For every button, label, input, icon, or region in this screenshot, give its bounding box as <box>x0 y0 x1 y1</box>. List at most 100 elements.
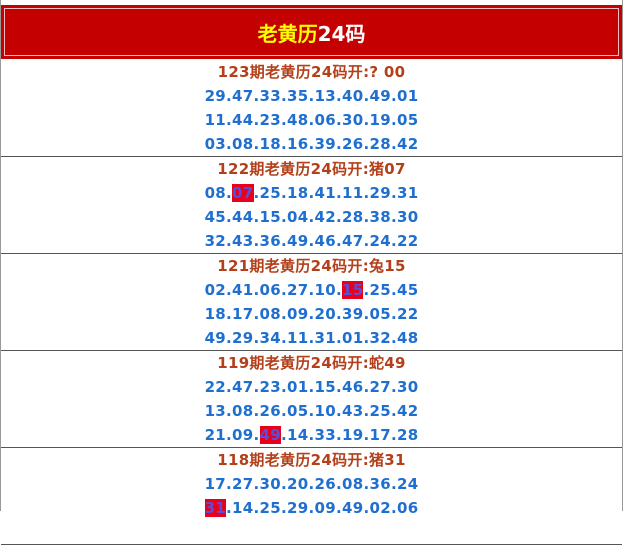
number: 25 <box>369 402 391 420</box>
number: 49 <box>287 232 309 250</box>
number: 18 <box>259 135 282 153</box>
number: 26 <box>341 135 364 153</box>
number-line: 45.44.15.04.42.28.38.30 <box>204 208 419 226</box>
number: 49 <box>369 87 391 105</box>
number: 01 <box>287 378 309 396</box>
title-number: 24码 <box>317 21 366 46</box>
prediction-section: 123期老黄历24码开:? 00 29.47.33.35.13.40.49.01 1… <box>1 60 622 157</box>
number: 41 <box>314 184 336 202</box>
number: 11 <box>341 184 364 202</box>
number: 05 <box>396 111 419 129</box>
number: 33 <box>314 426 336 444</box>
number: 29 <box>287 499 309 517</box>
number: 18 <box>287 184 309 202</box>
number: 32 <box>369 329 391 347</box>
number: 28 <box>341 208 364 226</box>
number: 42 <box>314 208 336 226</box>
number-line: 31.14.25.29.09.49.02.06 <box>204 499 419 517</box>
number: 26 <box>259 402 282 420</box>
number: 45 <box>396 281 419 299</box>
number: 10 <box>314 402 336 420</box>
number: 32 <box>204 232 227 250</box>
number: 06 <box>396 499 419 517</box>
number-line: 11.44.23.48.06.30.19.05 <box>204 111 419 129</box>
number-line: 17.27.30.20.26.08.36.24 <box>204 475 419 493</box>
number: 25 <box>259 184 282 202</box>
number: 24 <box>396 475 419 493</box>
page-title: 老黄历24码 <box>258 18 366 47</box>
number: 41 <box>232 281 254 299</box>
number-line: 29.47.33.35.13.40.49.01 <box>204 87 419 105</box>
prediction-list: 123期老黄历24码开:? 00 29.47.33.35.13.40.49.01 1… <box>1 60 622 545</box>
number-line: 02.41.06.27.10.15.25.45 <box>204 281 419 299</box>
number: 28 <box>396 426 419 444</box>
issue-title: 122期老黄历24码开:猪07 <box>217 160 406 178</box>
number: 30 <box>396 378 419 396</box>
number: 28 <box>369 135 391 153</box>
number: 08 <box>259 305 282 323</box>
number: 01 <box>396 87 419 105</box>
number: 26 <box>314 475 336 493</box>
number-line: 03.08.18.16.39.26.28.42 <box>204 135 419 153</box>
number: 31 <box>314 329 336 347</box>
number: 11 <box>204 111 227 129</box>
hit-number: 15 <box>341 281 364 299</box>
number: 30 <box>396 208 419 226</box>
number: 23 <box>259 111 282 129</box>
number-line: 32.43.36.49.46.47.24.22 <box>204 232 419 250</box>
hit-number: 31 <box>204 499 227 517</box>
number-line: 22.47.23.01.15.46.27.30 <box>204 378 419 396</box>
number-line: 08.07.25.18.41.11.29.31 <box>204 184 419 202</box>
number: 39 <box>341 305 364 323</box>
number: 08 <box>204 184 227 202</box>
number: 16 <box>287 135 309 153</box>
prediction-section: 118期老黄历24码开:猪31 17.27.30.20.26.08.36.24 31… <box>1 448 622 545</box>
number: 09 <box>287 305 309 323</box>
number: 46 <box>341 378 364 396</box>
number: 17 <box>369 426 391 444</box>
number: 47 <box>232 378 254 396</box>
number: 14 <box>232 499 254 517</box>
number: 22 <box>396 305 419 323</box>
number: 19 <box>341 426 364 444</box>
issue-title: 121期老黄历24码开:兔15 <box>217 257 406 275</box>
number: 45 <box>204 208 227 226</box>
number: 44 <box>232 111 254 129</box>
number: 30 <box>341 111 364 129</box>
number-line: 21.09.49.14.33.19.17.28 <box>204 426 419 444</box>
number: 33 <box>259 87 282 105</box>
number: 27 <box>232 475 254 493</box>
number: 31 <box>396 184 419 202</box>
prediction-section: 119期老黄历24码开:蛇49 22.47.23.01.15.46.27.30 13… <box>1 351 622 448</box>
number: 23 <box>259 378 282 396</box>
number: 15 <box>314 378 336 396</box>
number: 43 <box>232 232 254 250</box>
number: 48 <box>287 111 309 129</box>
number: 30 <box>259 475 282 493</box>
number: 29 <box>232 329 254 347</box>
number: 27 <box>287 281 309 299</box>
number: 48 <box>396 329 419 347</box>
number: 25 <box>259 499 282 517</box>
number: 02 <box>204 281 227 299</box>
number: 09 <box>314 499 336 517</box>
number: 08 <box>232 402 254 420</box>
number-line: 49.29.34.11.31.01.32.48 <box>204 329 419 347</box>
prediction-section: 122期老黄历24码开:猪07 08.07.25.18.41.11.29.31 45… <box>1 157 622 254</box>
number: 08 <box>341 475 364 493</box>
issue-title: 119期老黄历24码开:蛇49 <box>217 354 406 372</box>
number: 42 <box>396 402 419 420</box>
number: 15 <box>259 208 282 226</box>
number: 22 <box>396 232 419 250</box>
title-chinese: 老黄历 <box>257 21 318 46</box>
prediction-section: 121期老黄历24码开:兔15 02.41.06.27.10.15.25.45 18… <box>1 254 622 351</box>
number: 13 <box>314 87 336 105</box>
number: 02 <box>369 499 391 517</box>
number: 18 <box>204 305 227 323</box>
number: 20 <box>287 475 309 493</box>
number: 21 <box>204 426 227 444</box>
number: 05 <box>287 402 309 420</box>
number: 01 <box>341 329 364 347</box>
number-line: 18.17.08.09.20.39.05.22 <box>204 305 419 323</box>
